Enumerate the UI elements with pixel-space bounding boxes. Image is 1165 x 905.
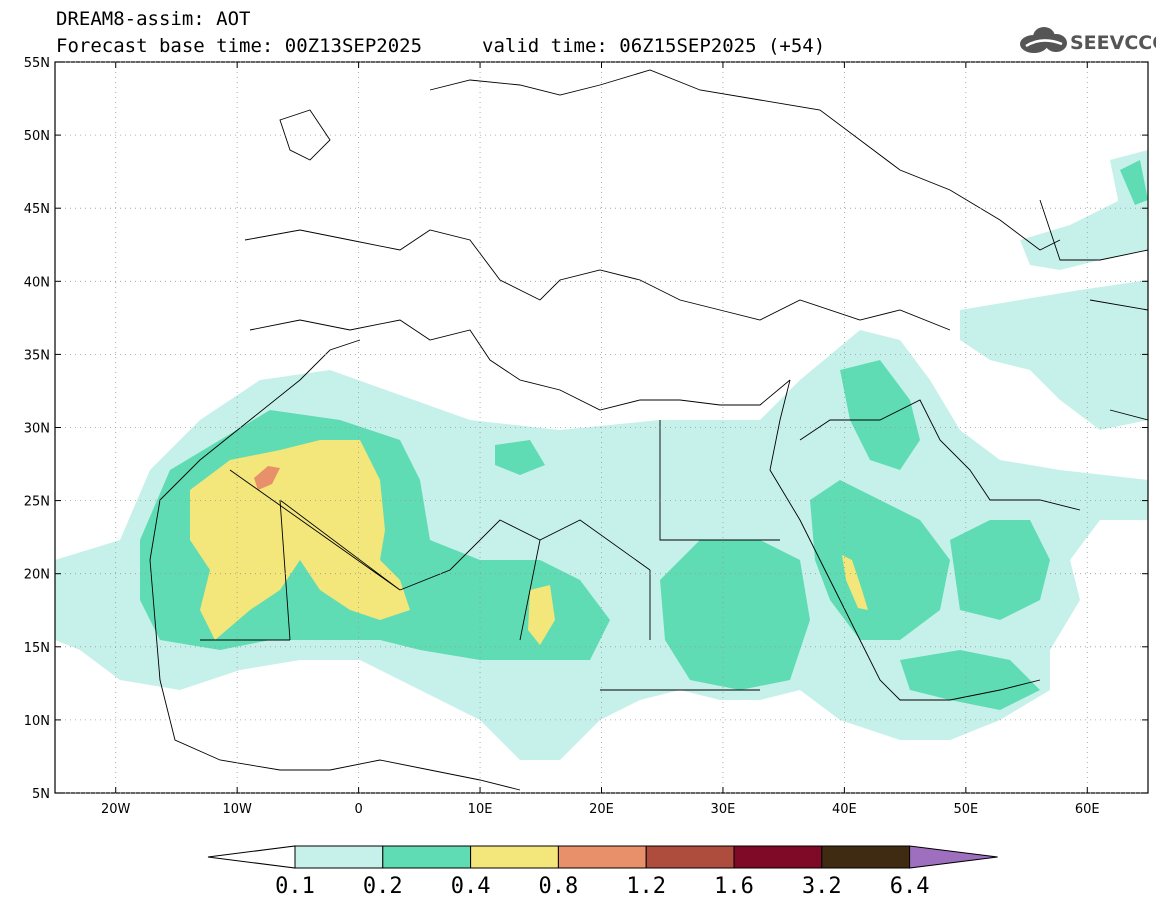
forecast-base-time: Forecast base time: 00Z13SEP2025: [56, 35, 423, 57]
seevccc-logo: SEEVCCC: [1020, 27, 1156, 54]
coastlines-borders: [149, 69, 1148, 791]
colorbar-level-label: 1.6: [714, 874, 754, 898]
lat-tick-label: 25N: [24, 495, 50, 510]
lat-tick-label: 55N: [24, 56, 50, 71]
lat-tick-label: 35N: [24, 348, 50, 363]
colorbar-level-label: 0.2: [363, 874, 403, 898]
lat-tick-label: 30N: [24, 422, 50, 437]
cloud-icon: [1020, 27, 1067, 53]
lat-tick-label: 5N: [32, 787, 50, 802]
colorbar-swatch: [294, 845, 384, 869]
colorbar-level-label: 1.2: [626, 874, 666, 898]
lon-tick-label: 40E: [832, 802, 857, 817]
aot-level-0.8: [254, 466, 280, 490]
lon-tick-label: 20W: [101, 802, 131, 817]
colorbar-swatch: [821, 845, 911, 869]
axis-ticks: 20W 10W 0 10E 20E 30E 40E 50E 60E 5N 10N 15N 20N 25N 3…: [24, 56, 1148, 817]
colorbar-under-triangle: [207, 845, 296, 869]
lat-tick-label: 40N: [24, 275, 50, 290]
colorbar-swatch: [470, 845, 559, 869]
colorbar-level-label: 6.4: [890, 874, 930, 898]
lon-tick-label: 10W: [222, 802, 252, 817]
colorbar: 0.1 0.2 0.4 0.8 1.2 1.6 3.2 6.4: [207, 845, 998, 898]
colorbar-swatch: [733, 845, 823, 869]
colorbar-level-label: 3.2: [802, 874, 842, 898]
colorbar-level-label: 0.8: [539, 874, 579, 898]
lon-tick-label: 10E: [468, 802, 493, 817]
colorbar-level-label: 0.4: [451, 874, 491, 898]
lat-tick-label: 20N: [24, 568, 50, 583]
lon-tick-label: 20E: [589, 802, 614, 817]
chart-title: DREAM8-assim: AOT: [56, 8, 251, 30]
lon-tick-label: 0: [354, 802, 362, 817]
colorbar-level-label: 0.1: [275, 874, 315, 898]
colorbar-swatch: [557, 845, 647, 869]
lon-tick-label: 30E: [711, 802, 736, 817]
lat-tick-label: 50N: [24, 129, 50, 144]
valid-time: valid time: 06Z15SEP2025 (+54): [482, 35, 826, 57]
aot-level-0.4: [190, 440, 868, 645]
lat-tick-label: 15N: [24, 641, 50, 656]
logo-text: SEEVCCC: [1070, 32, 1156, 54]
lon-tick-label: 60E: [1075, 802, 1100, 817]
lon-tick-label: 50E: [953, 802, 978, 817]
lat-tick-label: 10N: [24, 714, 50, 729]
colorbar-over-triangle: [909, 845, 998, 869]
lat-tick-label: 45N: [24, 202, 50, 217]
colorbar-swatch: [382, 845, 472, 869]
colorbar-swatch: [645, 845, 735, 869]
aot-field: [55, 150, 1148, 760]
